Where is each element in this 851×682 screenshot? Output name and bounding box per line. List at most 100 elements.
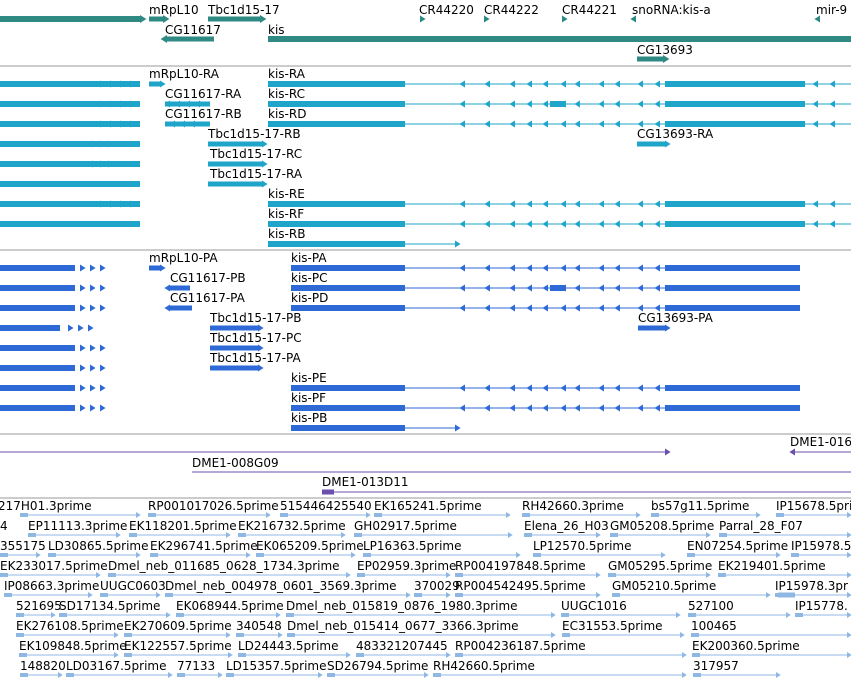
est-label[interactable]: LD30865.5prime	[48, 539, 149, 553]
est-label[interactable]: EK270609.5prime	[124, 619, 232, 633]
est-label[interactable]: 521695	[16, 599, 62, 613]
est-label[interactable]: EK233017.5prime	[0, 559, 108, 573]
gene-label-CG11617[interactable]: CG11617	[165, 23, 221, 37]
est-label[interactable]: RH42660.3prime	[522, 499, 624, 513]
est-label[interactable]: Elena_26_H03	[524, 519, 609, 533]
est-label[interactable]: GH02917.5prime	[354, 519, 457, 533]
protein-label[interactable]: CG11617-PB	[170, 271, 246, 285]
protein-label[interactable]: kis-PE	[291, 371, 327, 385]
protein-label[interactable]: kis-PA	[291, 251, 327, 265]
transcript-label[interactable]: kis-RE	[268, 187, 305, 201]
transcript-label[interactable]: CG11617-RB	[165, 107, 242, 121]
est-label[interactable]: RP004542495.5prime	[455, 579, 586, 593]
gene-label-kis[interactable]: kis	[268, 23, 285, 37]
bac-label[interactable]: DME1-016	[790, 435, 851, 449]
gene-label-snoRNA-kis-a[interactable]: snoRNA:kis-a	[632, 3, 711, 17]
gene-label-mir-9[interactable]: mir-9	[816, 3, 848, 17]
est-label[interactable]: Dmel_neb_004978_0601_3569.3prime	[165, 579, 397, 593]
est-label[interactable]: LD15357.5prime	[226, 659, 327, 673]
est-label[interactable]: GM05210.5prime	[612, 579, 717, 593]
est-label[interactable]: EK118201.5prime	[129, 519, 237, 533]
transcript-label[interactable]: kis-RF	[268, 207, 305, 221]
est-label[interactable]: 355175	[0, 539, 46, 553]
transcript-label[interactable]: Tbc1d15-17-RB	[208, 127, 301, 141]
est-label[interactable]: Parral_28_F07	[719, 519, 803, 533]
bac-label[interactable]: DME1-008G09	[192, 456, 279, 470]
est-label[interactable]: 527100	[688, 599, 734, 613]
est-label[interactable]: 217H01.3prime	[0, 499, 92, 513]
transcript-label[interactable]: CG11617-RA	[165, 87, 242, 101]
est-label[interactable]: EK068944.5prime	[176, 599, 284, 613]
est-label[interactable]: Dmel_neb_011685_0628_1734.3prime	[108, 559, 340, 573]
est-label[interactable]: bs57g11.5prime	[651, 499, 750, 513]
est-label[interactable]: LD03167.5prime	[66, 659, 167, 673]
transcript-label[interactable]: Tbc1d15-17-RC	[210, 147, 303, 161]
gene-label-CR44221[interactable]: CR44221	[562, 3, 617, 17]
est-label[interactable]: RH42660.5prime	[433, 659, 535, 673]
protein-label[interactable]: Tbc1d15-17-PA	[210, 351, 301, 365]
est-label[interactable]: IP15678.5prime	[776, 499, 851, 513]
est-label[interactable]: EK109848.5prime	[19, 639, 127, 653]
transcript-label[interactable]: Tbc1d15-17-RA	[210, 167, 303, 181]
est-label[interactable]: EK219401.5prime	[718, 559, 826, 573]
est-label[interactable]: GM05208.5prime	[610, 519, 715, 533]
bac-label[interactable]: DME1-013D11	[322, 475, 409, 489]
gene-label-mRpL10[interactable]: mRpL10	[149, 3, 199, 17]
transcript-label[interactable]: kis-RD	[268, 107, 307, 121]
protein-label[interactable]: kis-PC	[291, 271, 328, 285]
transcript-label[interactable]: mRpL10-RA	[149, 67, 219, 81]
gene-label-CG13693[interactable]: CG13693	[637, 43, 693, 57]
est-label[interactable]: EC31553.5prime	[562, 619, 663, 633]
est-label[interactable]: LP12570.5prime	[533, 539, 632, 553]
est-label[interactable]: 515446425540	[280, 499, 372, 513]
est-label[interactable]: EN07254.5prime	[687, 539, 789, 553]
est-label[interactable]: RP001017026.5prime	[148, 499, 279, 513]
protein-label[interactable]: mRpL10-PA	[149, 251, 218, 265]
est-label[interactable]: SD17134.5prime	[59, 599, 161, 613]
est-label[interactable]: SD26794.5prime	[327, 659, 429, 673]
est-label[interactable]: 317957	[693, 659, 739, 673]
est-label[interactable]: EK276108.5prime	[16, 619, 124, 633]
est-label[interactable]: Dmel_neb_015414_0677_3366.3prime	[287, 619, 519, 633]
gene-label-CR44220[interactable]: CR44220	[419, 3, 474, 17]
est-label[interactable]: 4	[0, 519, 8, 533]
est-label[interactable]: 148820	[20, 659, 66, 673]
protein-label[interactable]: CG11617-PA	[170, 291, 245, 305]
est-label[interactable]: EK065209.5prime	[256, 539, 364, 553]
est-label[interactable]: IP15778.	[795, 599, 848, 613]
est-label[interactable]: EP11113.3prime	[28, 519, 128, 533]
est-label[interactable]: EK122557.5prime	[124, 639, 232, 653]
gene-label-Tbc1d15-17[interactable]: Tbc1d15-17	[208, 3, 280, 17]
transcript-label[interactable]: kis-RA	[268, 67, 305, 81]
gene-label-CR44222[interactable]: CR44222	[484, 3, 539, 17]
est-label[interactable]: RP004236187.5prime	[455, 639, 586, 653]
est-label[interactable]: UUGC1016	[561, 599, 627, 613]
est-label[interactable]: GM05295.5prime	[608, 559, 713, 573]
est-label[interactable]: Dmel_neb_015819_0876_1980.3prime	[286, 599, 518, 613]
est-label[interactable]: IP15978.5	[791, 539, 851, 553]
est-label[interactable]: EK165241.5prime	[374, 499, 482, 513]
est-label[interactable]: 483321207445	[356, 639, 448, 653]
est-label[interactable]: EK200360.5prime	[692, 639, 800, 653]
est-label[interactable]: 370029	[414, 579, 460, 593]
est-label[interactable]: 100465	[691, 619, 737, 633]
est-label[interactable]: RP004197848.5prime	[455, 559, 586, 573]
protein-label[interactable]: kis-PD	[291, 291, 329, 305]
est-label[interactable]: IP08663.3prime	[4, 579, 100, 593]
transcript-label[interactable]: kis-RC	[268, 87, 305, 101]
est-label[interactable]: UUGC0603	[100, 579, 166, 593]
transcript-label[interactable]: CG13693-RA	[637, 127, 714, 141]
transcript-label[interactable]: kis-RB	[268, 227, 306, 241]
protein-label[interactable]: kis-PF	[291, 391, 327, 405]
est-label[interactable]: 77133	[177, 659, 216, 673]
est-label[interactable]: 340548	[236, 619, 282, 633]
protein-label[interactable]: Tbc1d15-17-PC	[210, 331, 302, 345]
protein-label[interactable]: Tbc1d15-17-PB	[210, 311, 302, 325]
est-label[interactable]: LP16363.5prime	[363, 539, 462, 553]
protein-label[interactable]: CG13693-PA	[638, 311, 713, 325]
est-label[interactable]: EK216732.5prime	[238, 519, 346, 533]
est-label[interactable]: EP02959.3prime	[357, 559, 457, 573]
est-label[interactable]: EK296741.5prime	[150, 539, 258, 553]
est-label[interactable]: LD24443.5prime	[238, 639, 339, 653]
protein-label[interactable]: kis-PB	[291, 411, 328, 425]
